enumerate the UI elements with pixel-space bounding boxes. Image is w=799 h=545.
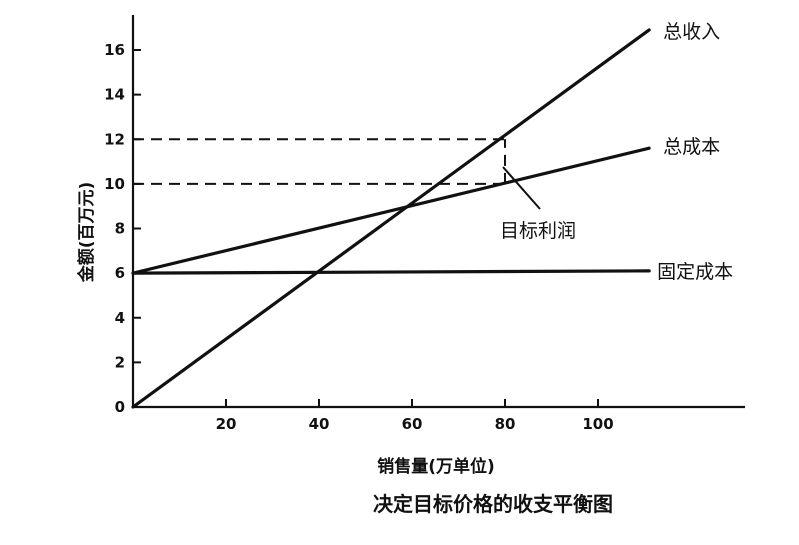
x-tick-label-40: 40	[309, 415, 330, 433]
y-axis-title: 金额(百万元)	[76, 182, 97, 284]
total-revenue-line	[131, 28, 651, 409]
x-tick-label-80: 80	[495, 415, 516, 433]
y-tick-label-6: 6	[115, 264, 125, 282]
x-tick-label-60: 60	[402, 415, 423, 433]
y-tick-label-10: 10	[104, 175, 125, 193]
y-tick-label-16: 16	[104, 41, 125, 59]
series-label-total-cost: 总成本	[663, 136, 720, 158]
y-tick-label-14: 14	[104, 86, 125, 104]
y-tick-label-2: 2	[115, 353, 125, 371]
total-cost-line	[131, 146, 651, 275]
y-tick-label-12: 12	[104, 130, 125, 148]
x-axis-title: 销售量(万单位)	[377, 456, 495, 477]
y-tick-label-8: 8	[115, 220, 125, 238]
fixed-cost-line	[131, 269, 651, 275]
y-tick-label-0: 0	[115, 398, 125, 416]
x-tick-label-100: 100	[582, 415, 613, 433]
reference-lines	[133, 138, 506, 185]
series-label-total-revenue: 总收入	[663, 21, 720, 43]
chart-caption: 决定目标价格的收支平衡图	[373, 492, 613, 516]
annotation-target-profit: 目标利润	[500, 220, 576, 242]
x-tick-label-20: 20	[216, 415, 237, 433]
axes: 20 40 60 80 100 0 2 4 6 8 10 12 14 16	[104, 15, 745, 433]
y-tick-label-4: 4	[115, 309, 125, 327]
annotation-leader-line	[502, 166, 541, 210]
series-lines	[131, 28, 651, 409]
series-label-fixed-cost: 固定成本	[657, 261, 733, 283]
